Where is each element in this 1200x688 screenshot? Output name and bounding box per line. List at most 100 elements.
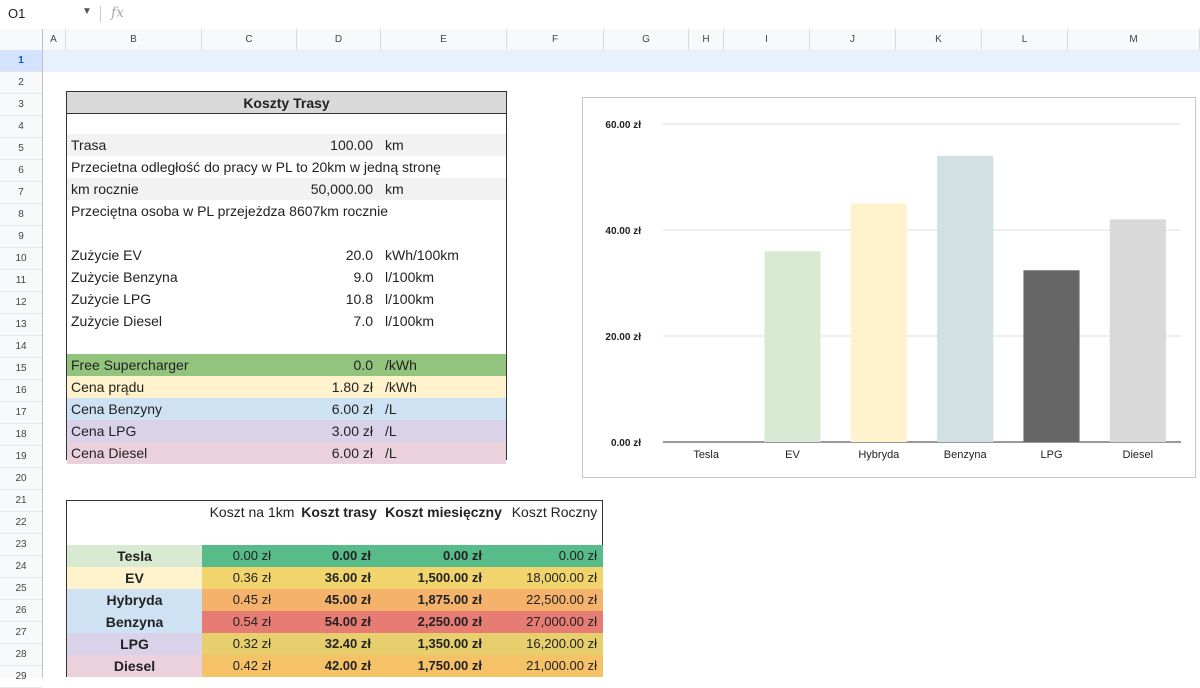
row-header-4[interactable]: 4 [0, 116, 42, 138]
column-header-i[interactable]: I [724, 29, 810, 50]
cost-trip[interactable]: 0.00 zł [297, 545, 381, 567]
cost-yearly[interactable]: 22,500.00 zł [506, 589, 603, 611]
row-header-18[interactable]: 18 [0, 424, 42, 446]
info-value[interactable]: 0.0 [353, 357, 373, 373]
row-header-11[interactable]: 11 [0, 270, 42, 292]
row-header-2[interactable]: 2 [0, 72, 42, 94]
info-value[interactable]: 10.8 [345, 291, 373, 307]
info-unit[interactable]: /L [385, 445, 397, 461]
cost-per-km[interactable]: 0.32 zł [202, 633, 297, 655]
cost-monthly[interactable]: 1,875.00 zł [381, 589, 506, 611]
row-header-14[interactable]: 14 [0, 336, 42, 358]
column-header-e[interactable]: E [381, 29, 507, 50]
info-label[interactable]: Cena Benzyny [71, 401, 163, 417]
column-header-l[interactable]: L [982, 29, 1068, 50]
row-header-5[interactable]: 5 [0, 138, 42, 160]
column-header-b[interactable]: B [66, 29, 202, 50]
cost-trip[interactable]: 54.00 zł [297, 611, 381, 633]
row-header-10[interactable]: 10 [0, 248, 42, 270]
info-value[interactable]: 50,000.00 [310, 181, 373, 197]
column-header-g[interactable]: G [604, 29, 689, 50]
info-value[interactable]: 100.00 [330, 137, 373, 153]
vehicle-name[interactable]: Hybryda [67, 589, 202, 611]
row-header-27[interactable]: 27 [0, 622, 42, 644]
row-header-13[interactable]: 13 [0, 314, 42, 336]
column-header-c[interactable]: C [202, 29, 297, 50]
info-unit[interactable]: /L [385, 423, 397, 439]
bar-lpg[interactable] [1023, 270, 1080, 442]
row-header-1[interactable]: 1 [0, 50, 42, 72]
info-value[interactable]: 7.0 [353, 313, 373, 329]
info-unit[interactable]: l/100km [385, 291, 435, 307]
cost-bar-chart[interactable]: 0.00 zł 20.00 zł 40.00 zł 60.00 zł Tesla EV Hy… [582, 97, 1196, 478]
row-header-15[interactable]: 15 [0, 358, 42, 380]
select-all-corner[interactable] [0, 29, 43, 50]
row-header-3[interactable]: 3 [0, 94, 42, 116]
vehicle-name[interactable]: Tesla [67, 545, 202, 567]
info-value[interactable]: 6.00 zł [331, 445, 373, 461]
info-label[interactable]: Zużycie EV [71, 247, 142, 263]
column-header-j[interactable]: J [810, 29, 896, 50]
info-label[interactable]: Cena prądu [71, 379, 145, 395]
vehicle-name[interactable]: Benzyna [67, 611, 202, 633]
column-header-f[interactable]: F [507, 29, 604, 50]
info-unit[interactable]: km [385, 137, 404, 153]
row-header-19[interactable]: 19 [0, 446, 42, 468]
row-header-22[interactable]: 22 [0, 512, 42, 534]
cost-per-km[interactable]: 0.36 zł [202, 567, 297, 589]
info-unit[interactable]: /L [385, 401, 397, 417]
info-label[interactable]: km rocznie [71, 181, 139, 197]
cost-yearly[interactable]: 16,200.00 zł [506, 633, 603, 655]
vehicle-name[interactable]: LPG [67, 633, 202, 655]
info-value[interactable]: 6.00 zł [331, 401, 373, 417]
info-value[interactable]: 1.80 zł [331, 379, 373, 395]
cost-monthly[interactable]: 1,350.00 zł [381, 633, 506, 655]
info-label[interactable]: Przecietna odległość do pracy w PL to 20… [71, 159, 441, 175]
column-header-m[interactable]: M [1068, 29, 1200, 50]
bar-ev[interactable] [764, 251, 821, 442]
row-header-12[interactable]: 12 [0, 292, 42, 314]
info-value[interactable]: 20.0 [345, 247, 373, 263]
row-header-7[interactable]: 7 [0, 182, 42, 204]
vehicle-name[interactable]: Diesel [67, 655, 202, 677]
bar-diesel[interactable] [1109, 219, 1166, 442]
info-label[interactable]: Trasa [71, 137, 107, 153]
info-value[interactable]: 9.0 [353, 269, 373, 285]
info-label[interactable]: Zużycie Diesel [71, 313, 163, 329]
row-header-6[interactable]: 6 [0, 160, 42, 182]
vehicle-name[interactable]: EV [67, 567, 202, 589]
name-box[interactable]: O1 [8, 6, 26, 21]
row-header-8[interactable]: 8 [0, 204, 42, 226]
info-label[interactable]: Zużycie LPG [71, 291, 152, 307]
info-unit[interactable]: /kWh [385, 357, 417, 373]
info-unit[interactable]: kWh/100km [385, 247, 459, 263]
info-label[interactable]: Zużycie Benzyna [71, 269, 178, 285]
row-header-9[interactable]: 9 [0, 226, 42, 248]
cost-per-km[interactable]: 0.42 zł [202, 655, 297, 677]
cost-trip[interactable]: 36.00 zł [297, 567, 381, 589]
column-header-k[interactable]: K [896, 29, 982, 50]
row-header-29[interactable]: 29 [0, 666, 42, 688]
cost-per-km[interactable]: 0.54 zł [202, 611, 297, 633]
row-header-17[interactable]: 17 [0, 402, 42, 424]
bar-benzyna[interactable] [937, 155, 994, 443]
cost-monthly[interactable]: 1,750.00 zł [381, 655, 506, 677]
cost-per-km[interactable]: 0.45 zł [202, 589, 297, 611]
info-unit[interactable]: l/100km [385, 313, 435, 329]
cost-yearly[interactable]: 18,000.00 zł [506, 567, 603, 589]
info-value[interactable]: 3.00 zł [331, 423, 373, 439]
chevron-down-icon[interactable]: ▼ [82, 6, 92, 17]
cost-yearly[interactable]: 21,000.00 zł [506, 655, 603, 677]
column-header-h[interactable]: H [689, 29, 724, 50]
info-label[interactable]: Cena Diesel [71, 445, 148, 461]
cost-monthly[interactable]: 0.00 zł [381, 545, 506, 567]
cost-trip[interactable]: 32.40 zł [297, 633, 381, 655]
row-header-23[interactable]: 23 [0, 534, 42, 556]
cost-trip[interactable]: 45.00 zł [297, 589, 381, 611]
info-label[interactable]: Przeciętna osoba w PL przejeżdza 8607km … [71, 203, 388, 219]
row-header-21[interactable]: 21 [0, 490, 42, 512]
cost-yearly[interactable]: 27,000.00 zł [506, 611, 603, 633]
row-header-20[interactable]: 20 [0, 468, 42, 490]
info-unit[interactable]: km [385, 181, 404, 197]
column-header-d[interactable]: D [297, 29, 381, 50]
